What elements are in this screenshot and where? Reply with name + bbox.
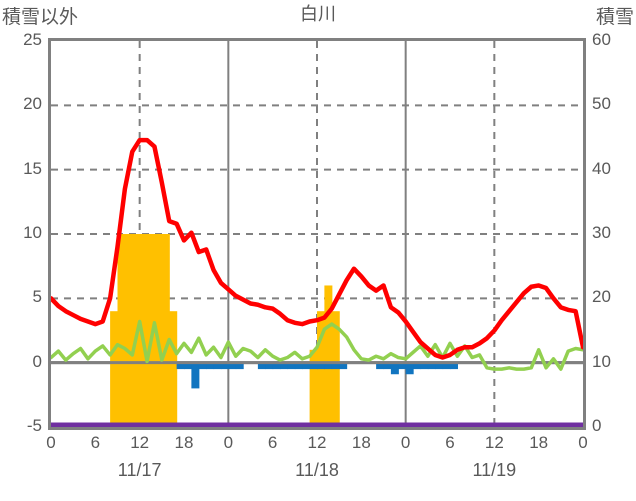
- snow-depth-bar: [161, 234, 170, 427]
- y-tick-right: 20: [592, 287, 611, 307]
- precipitation-bar: [383, 362, 392, 370]
- snow-depth-bar: [147, 234, 156, 427]
- y-tick-left: 5: [32, 287, 42, 307]
- x-day-label: 11/18: [295, 460, 339, 480]
- y-tick-left: 25: [23, 30, 42, 49]
- precipitation-bar: [398, 362, 407, 370]
- precipitation-bar: [272, 362, 281, 370]
- precipitation-bar: [265, 362, 274, 370]
- precipitation-bar: [317, 362, 325, 370]
- precipitation-bar: [206, 362, 215, 370]
- y-tick-right: 60: [592, 30, 611, 49]
- precipitation-bar: [176, 362, 185, 370]
- snow-depth-bar: [169, 311, 178, 427]
- y-tick-right: 0: [592, 416, 602, 435]
- x-tick: 0: [223, 433, 234, 452]
- x-tick: 18: [529, 433, 549, 452]
- x-tick: 0: [46, 433, 56, 452]
- left-axis-title: 積雪以外: [2, 7, 79, 28]
- precipitation-bar: [257, 362, 266, 370]
- precipitation-bar: [287, 362, 296, 370]
- x-tick: 18: [351, 433, 371, 452]
- chart-svg: [51, 41, 583, 427]
- temperature-line: [51, 137, 583, 360]
- y-tick-left: -5: [26, 416, 42, 435]
- precipitation-bar: [339, 362, 348, 370]
- snow-depth-bar: [324, 285, 333, 427]
- y-tick-left: 20: [23, 94, 42, 114]
- precipitation-bar: [390, 362, 399, 375]
- precipitation-bar: [294, 362, 303, 370]
- precipitation-bar: [280, 362, 289, 370]
- precipitation-bar: [376, 362, 385, 370]
- precipitation-bar: [331, 362, 340, 370]
- y-tick-right: 50: [592, 94, 611, 114]
- precipitation-bar: [450, 362, 458, 370]
- snow-depth-bar: [331, 311, 340, 427]
- chart-title: 白川: [300, 4, 336, 24]
- x-day-label: 11/17: [117, 460, 162, 480]
- precipitation-bar: [220, 362, 229, 370]
- snow-depth-bar: [154, 234, 163, 427]
- precipitation-bar: [235, 362, 244, 370]
- plot-area: [48, 38, 586, 430]
- x-tick: 12: [130, 433, 150, 452]
- wind-line: [51, 319, 583, 371]
- precipitation-bar: [302, 362, 311, 370]
- precipitation-bar: [198, 362, 207, 370]
- y-tick-left: 15: [23, 158, 42, 178]
- y-tick-right: 40: [592, 158, 611, 178]
- snow-depth-bar: [317, 311, 325, 427]
- snow-depth-bar: [117, 234, 126, 427]
- x-day-label: 11/19: [472, 460, 517, 480]
- y-tick-right: 30: [592, 223, 611, 242]
- x-tick: 12: [484, 433, 504, 452]
- x-tick: 18: [174, 433, 194, 452]
- x-tick: 0: [400, 433, 411, 452]
- precipitation-bar: [213, 362, 222, 370]
- snow-depth-bar: [139, 234, 148, 427]
- snow-depth-bar: [309, 349, 318, 427]
- snow-depth-bar: [124, 234, 133, 427]
- precipitation-bar: [413, 362, 422, 370]
- x-tick: 0: [578, 433, 588, 452]
- precipitation-bar: [184, 362, 192, 370]
- x-tick: 12: [307, 433, 327, 452]
- x-tick: 6: [267, 433, 278, 452]
- precipitation-bar: [427, 362, 436, 370]
- snow-depth-bar: [110, 311, 119, 427]
- y-tick-left: 0: [32, 351, 42, 371]
- x-tick: 6: [445, 433, 455, 452]
- precipitation-bar: [228, 362, 237, 370]
- precipitation-bar: [420, 362, 429, 370]
- precipitation-bar: [405, 362, 414, 375]
- right-axis-title: 積雪: [595, 7, 634, 28]
- plot-inner: [51, 41, 583, 427]
- y-tick-left: 10: [23, 223, 42, 242]
- precipitation-bar: [435, 362, 444, 370]
- precipitation-bar: [324, 362, 333, 370]
- precipitation-bar: [442, 362, 451, 370]
- x-tick: 6: [90, 433, 101, 452]
- y-tick-right: 10: [592, 351, 611, 371]
- precipitation-bar: [191, 362, 200, 389]
- precipitation-bar: [309, 362, 318, 370]
